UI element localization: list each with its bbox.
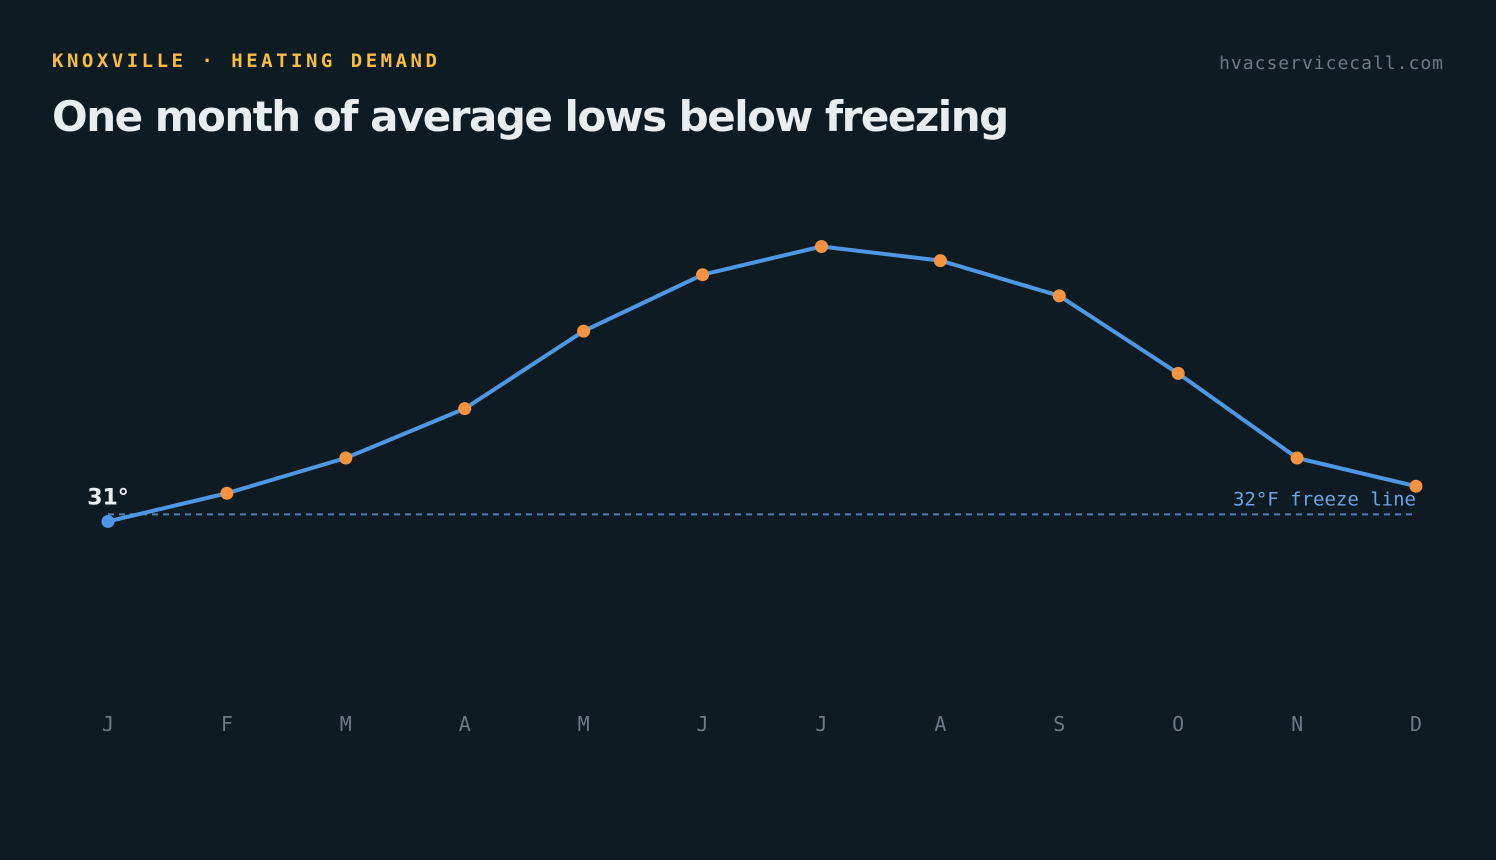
x-tick-label: N bbox=[1291, 712, 1303, 736]
series-line-group bbox=[106, 244, 1418, 524]
data-point bbox=[814, 240, 828, 253]
x-tick-label: F bbox=[221, 712, 233, 736]
data-point bbox=[101, 514, 115, 528]
data-point bbox=[1290, 451, 1304, 465]
chart-eyebrow: KNOXVILLE · HEATING DEMAND bbox=[52, 50, 441, 72]
x-tick-label: O bbox=[1172, 712, 1184, 736]
x-tick-label: J bbox=[815, 712, 827, 736]
source-site: hvacservicecall.com bbox=[1219, 53, 1444, 74]
data-point bbox=[339, 451, 353, 465]
data-points bbox=[101, 240, 1423, 528]
x-tick-label: M bbox=[578, 712, 590, 736]
data-point bbox=[577, 324, 591, 338]
series-line bbox=[106, 244, 1418, 524]
x-tick-label: J bbox=[102, 712, 114, 736]
data-point bbox=[1409, 479, 1423, 493]
data-point bbox=[933, 254, 947, 268]
data-point bbox=[1052, 289, 1066, 303]
data-point bbox=[696, 268, 710, 282]
data-point bbox=[220, 486, 234, 500]
data-point bbox=[458, 402, 472, 416]
x-tick-label: D bbox=[1410, 712, 1422, 736]
x-tick-label: A bbox=[934, 712, 946, 736]
freeze-reference: 32°F freeze line bbox=[108, 488, 1416, 516]
x-tick-label: J bbox=[697, 712, 709, 736]
x-tick-label: A bbox=[459, 712, 471, 736]
data-labels: 31° bbox=[87, 485, 129, 510]
data-label: 31° bbox=[87, 485, 129, 510]
x-tick-label: M bbox=[340, 712, 352, 736]
freeze-line-label: 32°F freeze line bbox=[1233, 488, 1416, 510]
data-point bbox=[1171, 366, 1185, 380]
x-tick-label: S bbox=[1053, 712, 1065, 736]
chart-title: One month of average lows below freezing bbox=[52, 92, 1009, 141]
